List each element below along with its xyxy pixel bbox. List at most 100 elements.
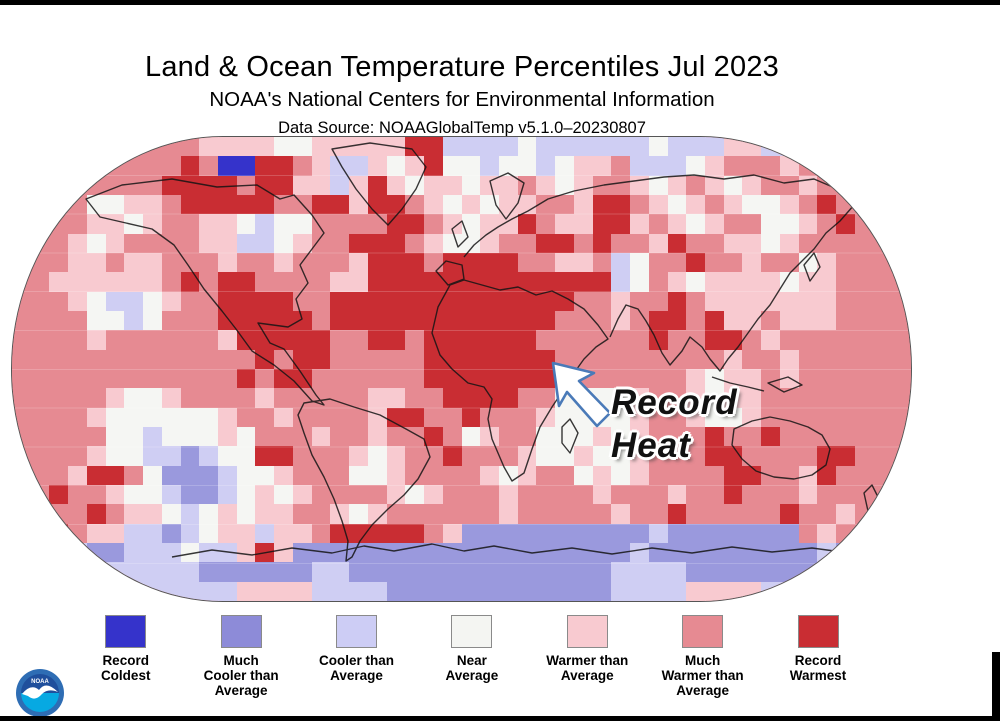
map-cell [255, 388, 275, 409]
map-cell [161, 233, 182, 254]
map-cell [255, 272, 275, 293]
map-cell [405, 388, 425, 409]
map-cell [555, 523, 575, 544]
map-cell [12, 195, 32, 215]
map-cell [386, 291, 406, 312]
map-cell [68, 330, 88, 351]
map-cell [405, 233, 425, 254]
map-cell [274, 407, 294, 428]
map-cell [536, 156, 556, 177]
map-cell [274, 349, 294, 370]
map-cell [12, 349, 32, 370]
map-cell [648, 369, 669, 389]
map-cell [592, 137, 612, 157]
map-cell [86, 330, 107, 351]
map-cell [648, 253, 669, 273]
map-cell [704, 175, 725, 196]
map-cell [105, 388, 125, 409]
map-cell [236, 427, 257, 447]
map-cell [854, 427, 875, 447]
map-cell [892, 156, 911, 177]
map-cell [199, 195, 219, 215]
map-cell [611, 175, 631, 196]
map-cell [311, 562, 331, 583]
map-cell [105, 214, 125, 235]
map-cell [779, 388, 800, 409]
map-cell [517, 427, 537, 447]
map-cell [180, 485, 200, 505]
map-cell [555, 272, 575, 293]
map-cell [330, 291, 350, 312]
map-cell [12, 137, 32, 157]
map-cell [667, 349, 687, 370]
map-cell [873, 214, 893, 235]
map-cell [667, 175, 687, 196]
map-cell [330, 311, 350, 331]
map-cell [480, 581, 500, 601]
map-cell [386, 137, 406, 157]
map-cell [86, 427, 107, 447]
map-cell [161, 311, 182, 331]
map-cell [779, 523, 800, 544]
map-cell [405, 330, 425, 351]
map-cell [798, 543, 818, 563]
map-cell [180, 253, 200, 273]
map-cell [517, 446, 537, 467]
map-cell [274, 562, 294, 583]
map-cell [49, 369, 69, 389]
map-cell [255, 137, 275, 157]
map-cell [143, 427, 163, 447]
map-cell [12, 233, 32, 254]
map-cell [536, 330, 556, 351]
map-cell [592, 195, 612, 215]
map-cell [30, 485, 50, 505]
map-cell [68, 407, 88, 428]
map-cell [854, 369, 875, 389]
map-cell [536, 485, 556, 505]
map-cell [723, 311, 743, 331]
map-cell [236, 214, 257, 235]
map-cell [367, 349, 388, 370]
map-cell [892, 562, 911, 583]
map-cell [892, 581, 911, 601]
map-cell [442, 504, 463, 525]
map-cell [143, 407, 163, 428]
map-cell [49, 233, 69, 254]
map-cell [330, 156, 350, 177]
map-cell [686, 311, 706, 331]
map-cell [180, 330, 200, 351]
map-cell [892, 485, 911, 505]
map-cell [161, 214, 182, 235]
map-cell [386, 407, 406, 428]
map-cell [892, 330, 911, 351]
map-cell [817, 214, 837, 235]
map-cell [30, 291, 50, 312]
map-cell [686, 407, 706, 428]
map-cell [761, 388, 781, 409]
map-cell [349, 253, 369, 273]
map-cell [143, 156, 163, 177]
map-cell [292, 427, 313, 447]
map-cell [367, 330, 388, 351]
map-cell [648, 175, 669, 196]
map-cell [536, 581, 556, 601]
map-cell [836, 485, 856, 505]
map-cell [461, 137, 481, 157]
map-cell [836, 253, 856, 273]
map-cell [30, 523, 50, 544]
map-cell [386, 195, 406, 215]
map-cell [648, 233, 669, 254]
map-cell [611, 349, 631, 370]
map-cell [49, 330, 69, 351]
map-cell [480, 272, 500, 293]
map-cell [30, 330, 50, 351]
map-cell [686, 485, 706, 505]
map-cell [854, 349, 875, 370]
map-cell [630, 369, 650, 389]
map-cell [68, 369, 88, 389]
map-cell [648, 427, 669, 447]
map-cell [630, 291, 650, 312]
map-cell [255, 156, 275, 177]
map-cell [686, 195, 706, 215]
map-cell [817, 562, 837, 583]
